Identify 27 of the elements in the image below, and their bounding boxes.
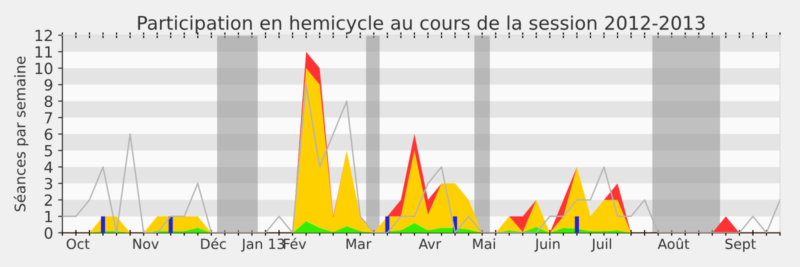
y-tick-label: 11 [36,46,52,58]
y-tick-label: 1 [45,211,52,222]
y-tick-label: 4 [44,162,53,173]
y-tick-label: 3 [44,178,52,190]
x-tick-label: Mar [346,238,372,250]
x-tick-label: Avr [418,238,442,249]
x-tick-label: Mai [473,238,495,250]
y-tick-label: 8 [44,96,52,108]
x-tick-label: Oct [66,238,90,250]
y-tick-label: 5 [44,145,52,157]
x-tick-label: Juil [591,238,612,252]
chart-title: Participation en hemicycle au cours de la session 2012-2013 [138,15,705,34]
y-tick-label: 10 [36,62,52,74]
x-tick-label: Nov [133,238,159,250]
x-tick-label: Fév [284,238,306,250]
y-tick-label: 0 [44,227,52,239]
y-axis-title: Séances par semaine [14,56,28,212]
y-tick-label: 7 [44,112,52,124]
x-tick-label: Jan 13 [241,238,284,252]
x-tick-label: Sept [725,238,756,252]
x-tick-label: Juin [534,238,560,252]
x-tick-label: Août [658,238,690,250]
y-tick-label: 9 [44,79,52,91]
y-tick-label: 6 [44,128,52,140]
y-tick-label: 2 [44,194,52,206]
x-tick-label: Déc [201,238,226,250]
y-tick-label: 12 [36,30,52,42]
